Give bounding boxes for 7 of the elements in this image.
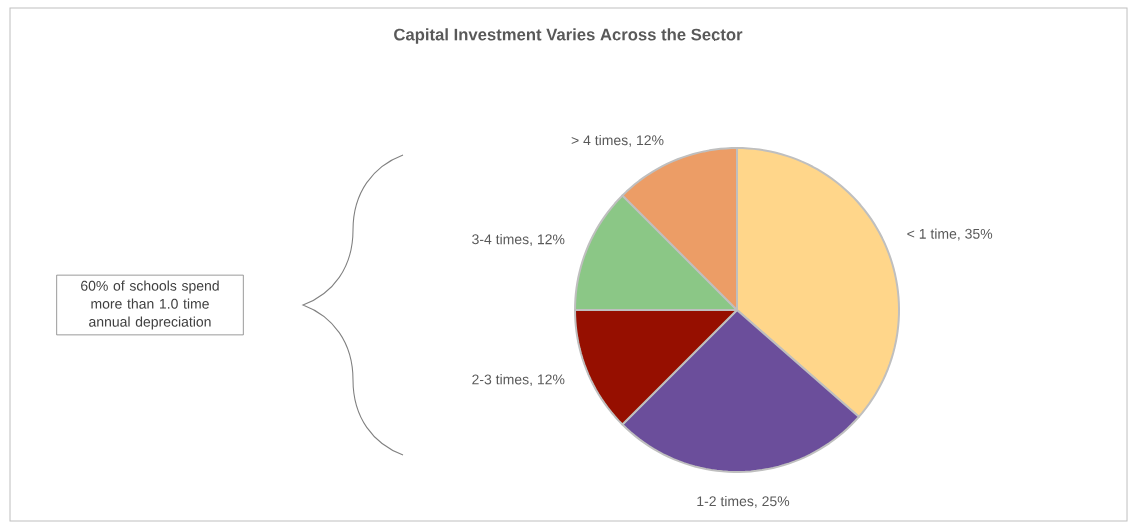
- slice-label: 3-4 times, 12%: [472, 233, 565, 246]
- text: 60% of schools spend more than 1.0 time annual depreciation: [81, 280, 219, 330]
- chart-title: Capital Investment Varies Across the Sector: [394, 28, 743, 44]
- slice-label: 1-2 times, 25%: [697, 495, 790, 508]
- slice-label: 2-3 times, 12%: [472, 374, 565, 387]
- slice-label: > 4 times, 12%: [571, 134, 664, 147]
- slice-label: < 1 time, 35%: [907, 228, 993, 241]
